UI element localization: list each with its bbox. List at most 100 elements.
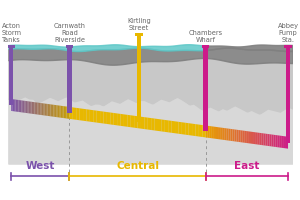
Polygon shape: [222, 128, 224, 140]
Polygon shape: [282, 136, 284, 148]
Text: Carnwath
Road
Riverside: Carnwath Road Riverside: [53, 23, 86, 43]
Polygon shape: [182, 122, 185, 135]
Polygon shape: [228, 129, 230, 141]
Polygon shape: [235, 129, 237, 142]
Polygon shape: [220, 127, 222, 140]
Polygon shape: [53, 105, 55, 117]
Polygon shape: [107, 112, 110, 124]
Polygon shape: [42, 103, 43, 115]
Polygon shape: [202, 125, 206, 137]
Polygon shape: [34, 102, 36, 114]
Polygon shape: [30, 102, 31, 114]
Polygon shape: [62, 106, 64, 118]
Text: Acton
Storm
Tanks: Acton Storm Tanks: [1, 23, 21, 43]
Bar: [203, 46, 208, 131]
Polygon shape: [208, 126, 210, 138]
Polygon shape: [230, 129, 232, 141]
Polygon shape: [58, 105, 59, 117]
Text: Abbey
Pump
Sta.: Abbey Pump Sta.: [278, 23, 298, 43]
Polygon shape: [178, 122, 182, 134]
Polygon shape: [172, 121, 175, 133]
Polygon shape: [52, 105, 53, 117]
Polygon shape: [274, 135, 276, 147]
Polygon shape: [100, 111, 103, 124]
Polygon shape: [21, 100, 23, 113]
Polygon shape: [19, 100, 20, 112]
Polygon shape: [55, 105, 56, 117]
Polygon shape: [192, 124, 196, 136]
Polygon shape: [272, 134, 274, 147]
Polygon shape: [69, 107, 73, 119]
Polygon shape: [255, 132, 257, 144]
Polygon shape: [11, 99, 13, 111]
Polygon shape: [80, 108, 83, 121]
Polygon shape: [124, 114, 127, 127]
Polygon shape: [83, 109, 86, 121]
Polygon shape: [245, 131, 247, 143]
Polygon shape: [61, 106, 62, 118]
Polygon shape: [214, 127, 216, 139]
Polygon shape: [175, 121, 178, 134]
Polygon shape: [32, 102, 33, 114]
Polygon shape: [26, 101, 27, 113]
Polygon shape: [16, 100, 17, 112]
Bar: [286, 46, 290, 143]
Polygon shape: [158, 119, 161, 131]
Polygon shape: [48, 104, 49, 116]
Polygon shape: [226, 128, 228, 141]
Bar: [9, 46, 14, 105]
Polygon shape: [65, 106, 67, 118]
Polygon shape: [224, 128, 226, 140]
Polygon shape: [27, 101, 29, 113]
Polygon shape: [168, 120, 172, 133]
Polygon shape: [64, 106, 65, 118]
Polygon shape: [144, 117, 148, 130]
Polygon shape: [151, 118, 154, 130]
Text: Chambers
Wharf: Chambers Wharf: [189, 30, 223, 43]
Polygon shape: [206, 126, 208, 138]
Polygon shape: [243, 131, 245, 143]
Polygon shape: [212, 126, 214, 139]
Polygon shape: [154, 119, 158, 131]
Polygon shape: [43, 103, 45, 115]
Polygon shape: [90, 110, 93, 122]
Polygon shape: [141, 117, 144, 129]
Polygon shape: [56, 105, 58, 117]
Polygon shape: [238, 130, 241, 142]
Polygon shape: [165, 120, 168, 132]
Polygon shape: [210, 126, 212, 138]
Polygon shape: [266, 134, 267, 146]
Text: West: West: [26, 161, 55, 171]
Polygon shape: [237, 130, 239, 142]
Text: East: East: [234, 161, 260, 171]
Polygon shape: [247, 131, 249, 143]
Text: Central: Central: [116, 161, 159, 171]
Polygon shape: [196, 124, 199, 137]
Polygon shape: [161, 119, 165, 132]
Polygon shape: [17, 100, 19, 112]
Polygon shape: [257, 133, 259, 145]
Polygon shape: [67, 107, 68, 119]
Polygon shape: [131, 115, 134, 128]
Polygon shape: [259, 133, 261, 145]
Polygon shape: [45, 104, 46, 116]
Polygon shape: [276, 135, 278, 147]
Bar: [202, 45, 209, 48]
Polygon shape: [216, 127, 218, 139]
Polygon shape: [50, 104, 52, 116]
Polygon shape: [13, 99, 14, 111]
Polygon shape: [46, 104, 48, 116]
Polygon shape: [232, 129, 235, 141]
Polygon shape: [14, 99, 16, 112]
Polygon shape: [269, 134, 272, 146]
Bar: [67, 46, 72, 113]
Polygon shape: [251, 132, 253, 144]
Polygon shape: [20, 100, 21, 112]
Polygon shape: [33, 102, 34, 114]
Polygon shape: [148, 118, 151, 130]
Polygon shape: [185, 123, 189, 135]
Polygon shape: [93, 110, 97, 123]
Polygon shape: [39, 103, 40, 115]
Polygon shape: [278, 135, 280, 148]
Polygon shape: [76, 108, 80, 120]
